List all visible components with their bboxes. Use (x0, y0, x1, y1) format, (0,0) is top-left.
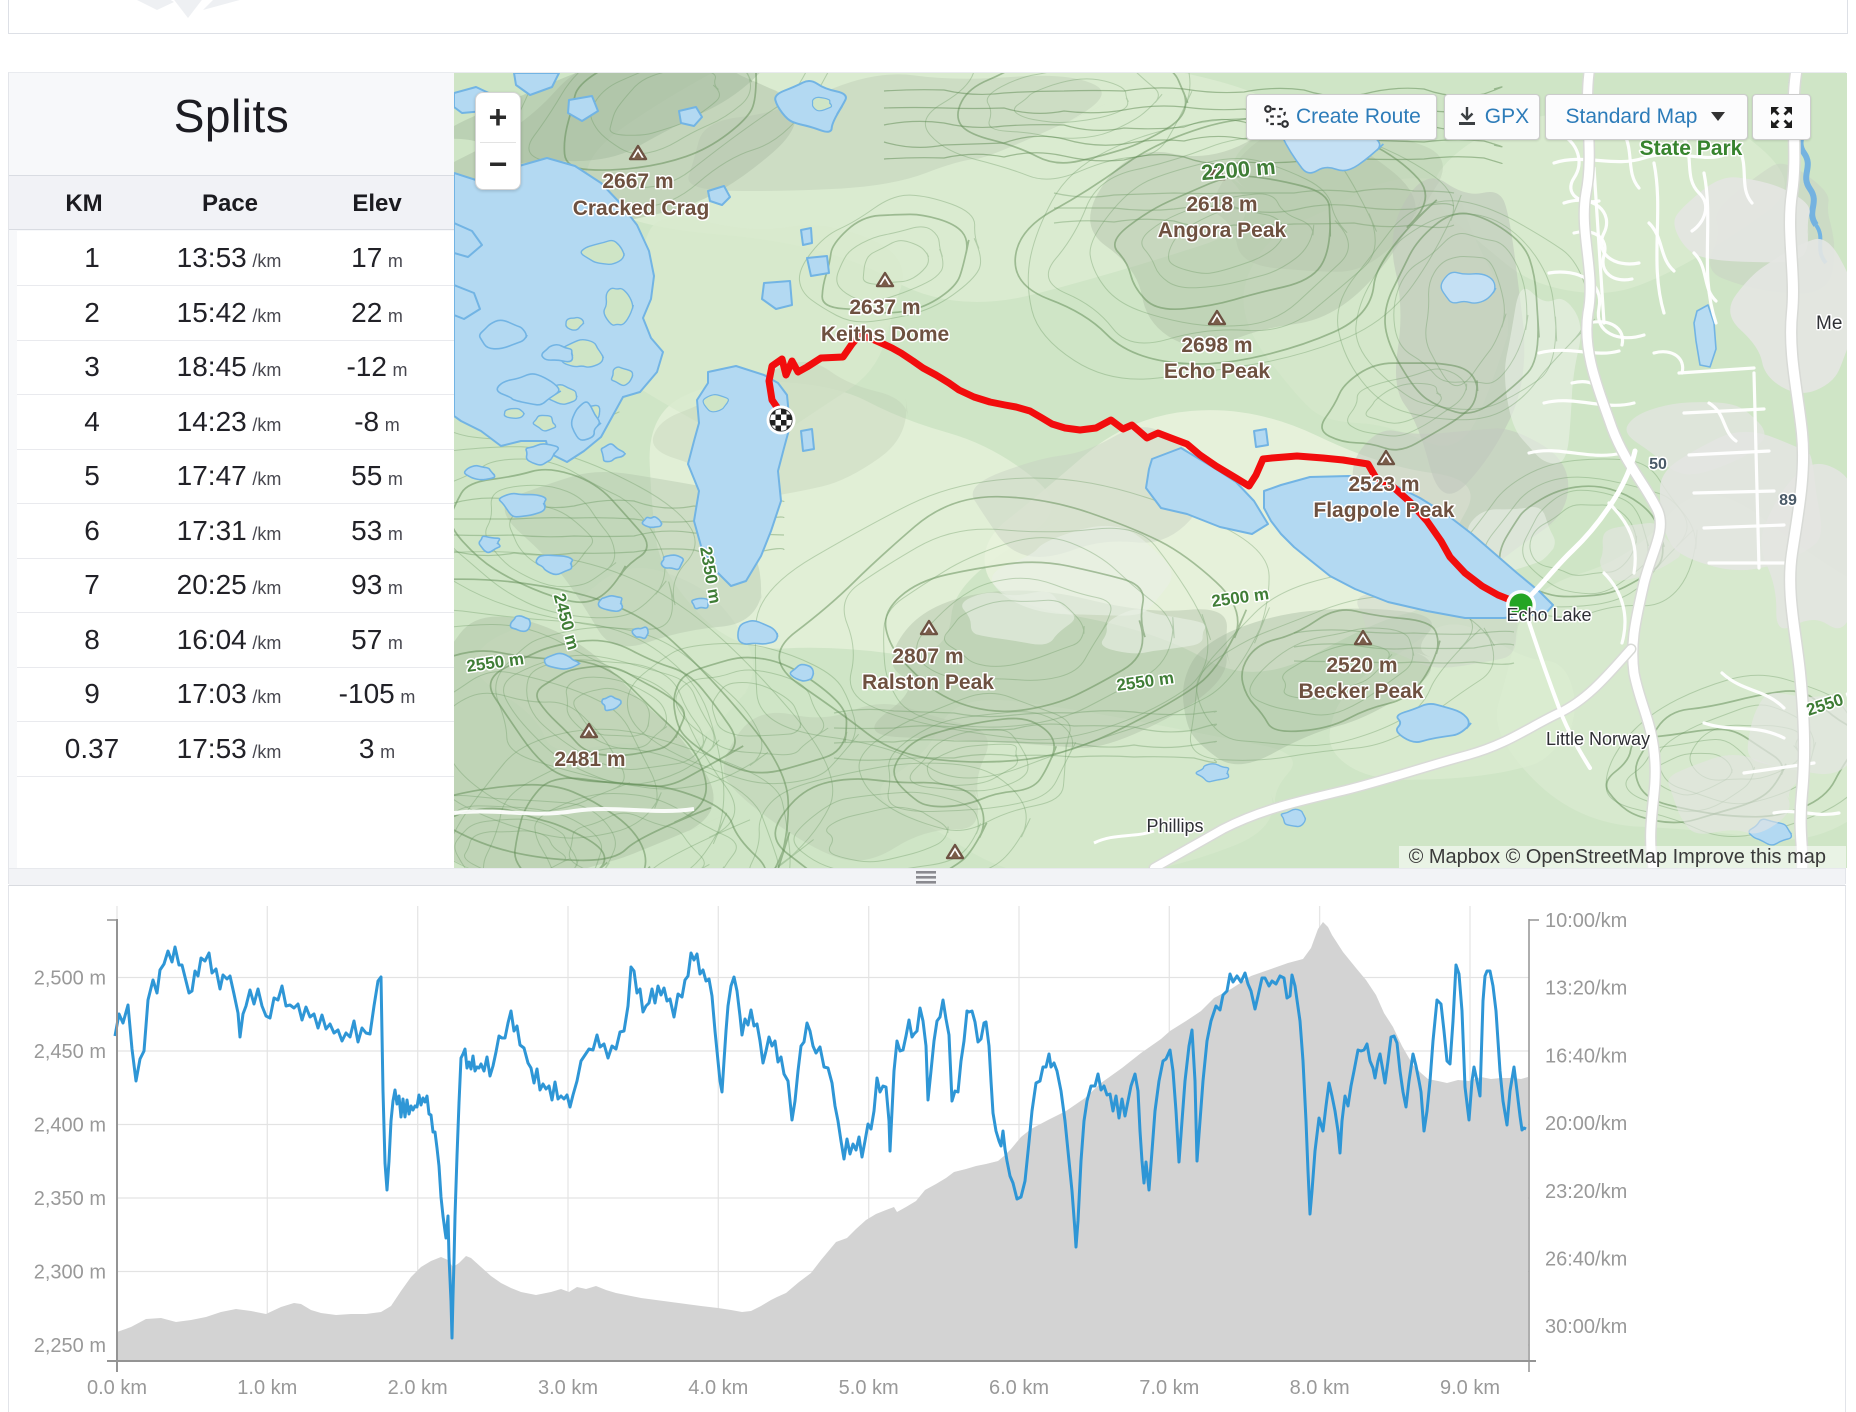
svg-text:Cracked Crag: Cracked Crag (573, 197, 710, 220)
svg-text:2637 m: 2637 m (849, 296, 920, 319)
svg-text:2,250 m: 2,250 m (34, 1335, 106, 1357)
svg-text:23:20/km: 23:20/km (1545, 1181, 1627, 1203)
svg-text:2,350 m: 2,350 m (34, 1188, 106, 1210)
svg-text:Little Norway: Little Norway (1546, 729, 1650, 749)
svg-text:2523 m: 2523 m (1348, 473, 1419, 496)
svg-text:Echo Peak: Echo Peak (1164, 360, 1271, 383)
svg-text:4.0 km: 4.0 km (688, 1377, 748, 1399)
svg-text:26:40/km: 26:40/km (1545, 1249, 1627, 1271)
svg-text:Becker Peak: Becker Peak (1299, 680, 1424, 703)
svg-text:0.0 km: 0.0 km (87, 1377, 147, 1399)
svg-text:2.0 km: 2.0 km (388, 1377, 448, 1399)
svg-text:Phillips: Phillips (1146, 816, 1203, 836)
svg-text:Ralston Peak: Ralston Peak (862, 671, 994, 694)
svg-text:2807 m: 2807 m (892, 645, 963, 668)
svg-text:Flagpole Peak: Flagpole Peak (1313, 499, 1455, 522)
svg-text:2618 m: 2618 m (1186, 193, 1257, 216)
svg-text:20:00/km: 20:00/km (1545, 1113, 1627, 1135)
svg-text:1.0 km: 1.0 km (237, 1377, 297, 1399)
svg-text:9.0 km: 9.0 km (1440, 1377, 1500, 1399)
svg-text:2481 m: 2481 m (554, 748, 625, 771)
svg-text:Keiths Dome: Keiths Dome (821, 323, 949, 346)
svg-text:Angora Peak: Angora Peak (1158, 219, 1287, 242)
svg-text:8.0 km: 8.0 km (1290, 1377, 1350, 1399)
svg-text:10:00/km: 10:00/km (1545, 910, 1627, 932)
svg-text:2,450 m: 2,450 m (34, 1041, 106, 1063)
svg-text:2,400 m: 2,400 m (34, 1115, 106, 1137)
svg-text:2,500 m: 2,500 m (34, 968, 106, 990)
svg-text:2520 m: 2520 m (1326, 654, 1397, 677)
svg-text:50: 50 (1649, 456, 1667, 473)
svg-text:13:20/km: 13:20/km (1545, 978, 1627, 1000)
svg-text:2,300 m: 2,300 m (34, 1262, 106, 1284)
svg-text:2698 m: 2698 m (1181, 334, 1252, 357)
svg-text:6.0 km: 6.0 km (989, 1377, 1049, 1399)
svg-text:5.0 km: 5.0 km (839, 1377, 899, 1399)
svg-text:Echo Lake: Echo Lake (1506, 605, 1591, 625)
svg-text:Me: Me (1816, 313, 1842, 334)
svg-text:State Park: State Park (1640, 137, 1743, 160)
svg-text:30:00/km: 30:00/km (1545, 1316, 1627, 1338)
svg-text:16:40/km: 16:40/km (1545, 1045, 1627, 1067)
svg-text:3.0 km: 3.0 km (538, 1377, 598, 1399)
svg-text:7.0 km: 7.0 km (1139, 1377, 1199, 1399)
svg-text:89: 89 (1779, 492, 1797, 509)
svg-text:2667 m: 2667 m (602, 170, 673, 193)
